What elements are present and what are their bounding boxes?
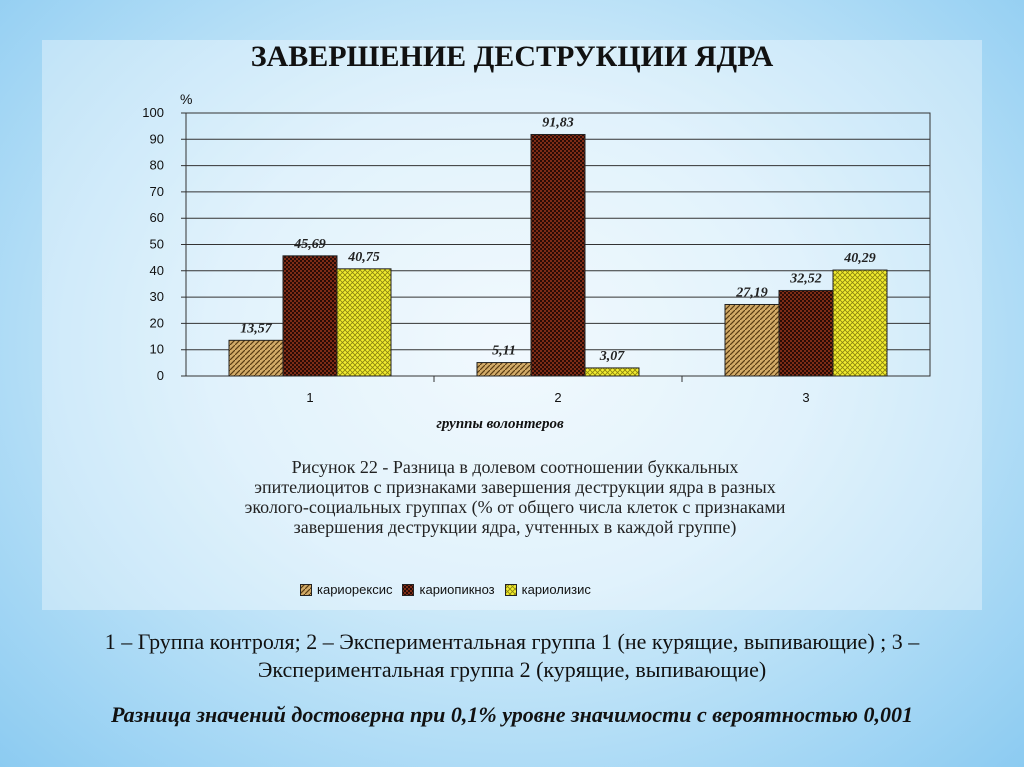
data-label: 91,83 [542, 115, 574, 130]
bar-kariopiknoz-group-3 [778, 289, 834, 377]
bar-kariolizis-group-1 [336, 268, 392, 377]
y-tick-label: 100 [142, 105, 164, 120]
bar-kariopiknoz-group-2 [530, 133, 586, 377]
bar-kariolizis-group-2 [584, 367, 640, 377]
y-tick-label: 10 [150, 342, 164, 357]
y-tick-label: 90 [150, 131, 164, 146]
legend-item-kariopiknoz: кариопикноз [402, 582, 495, 597]
bar-karioreksis-group-2 [476, 362, 532, 377]
data-label: 13,57 [240, 321, 273, 336]
labels-layer: 0 10 20 30 40 50 60 70 80 90 100 1 13,57 45,69 40,75 2 5… [142, 105, 875, 405]
data-label: 40,75 [347, 250, 380, 265]
bars-layer [228, 133, 888, 377]
y-tick-label: 0 [157, 368, 164, 383]
x-axis-title: группы волонтеров [436, 416, 564, 432]
footnote-line: 1 – Группа контроля; 2 – Экспериментальн… [104, 629, 920, 654]
legend-swatch-kariolizis [504, 583, 517, 596]
chart-legend: кариорексис кариопикноз кариолизис [300, 582, 591, 597]
caption-line: завершения деструкции ядра, учтенных в к… [293, 517, 737, 537]
data-label: 40,29 [843, 251, 876, 266]
significance-note: Разница значений достоверна при 0,1% уро… [111, 702, 913, 727]
footnote-line: Экспериментальная группа 2 (курящие, вып… [257, 657, 767, 682]
y-tick-label: 40 [150, 263, 164, 278]
data-label: 45,69 [293, 237, 326, 252]
legend-item-karioreksis: кариорексис [300, 582, 392, 597]
y-tick-label: 30 [150, 289, 164, 304]
data-label: 32,52 [789, 271, 822, 286]
data-label: 27,19 [735, 285, 768, 300]
legend-item-kariolizis: кариолизис [504, 582, 591, 597]
bar-karioreksis-group-3 [724, 303, 780, 377]
legend-swatch-kariopiknoz [402, 583, 415, 596]
caption-line: Рисунок 22 - Разница в долевом соотношен… [291, 457, 739, 477]
y-tick-label: 50 [150, 237, 164, 252]
legend-label: кариопикноз [419, 582, 495, 597]
caption-line: эколого-социальных группах (% от общего … [244, 497, 786, 517]
caption-line: эпителиоцитов с признаками завершения де… [254, 477, 776, 497]
group-footnote: 1 – Группа контроля; 2 – Экспериментальн… [20, 628, 1004, 684]
bar-kariolizis-group-3 [832, 269, 888, 377]
data-label: 5,11 [492, 344, 516, 359]
figure-caption: Рисунок 22 - Разница в долевом соотношен… [150, 457, 880, 537]
x-tick-label: 1 [306, 390, 313, 405]
y-axis-unit: % [180, 91, 192, 107]
x-tick-label: 2 [554, 390, 561, 405]
data-label: 3,07 [599, 349, 626, 364]
y-tick-label: 70 [150, 184, 164, 199]
x-tick-label: 3 [802, 390, 809, 405]
slide-title: ЗАВЕРШЕНИЕ ДЕСТРУКЦИИ ЯДРА [250, 40, 774, 73]
bar-kariopiknoz-group-1 [282, 255, 338, 377]
legend-label: кариолизис [521, 582, 591, 597]
legend-label: кариорексис [317, 582, 393, 597]
y-tick-label: 20 [150, 315, 164, 330]
y-tick-label: 60 [150, 210, 164, 225]
legend-swatch-karioreksis [300, 583, 312, 596]
bar-karioreksis-group-1 [228, 339, 284, 377]
y-tick-label: 80 [150, 158, 164, 173]
